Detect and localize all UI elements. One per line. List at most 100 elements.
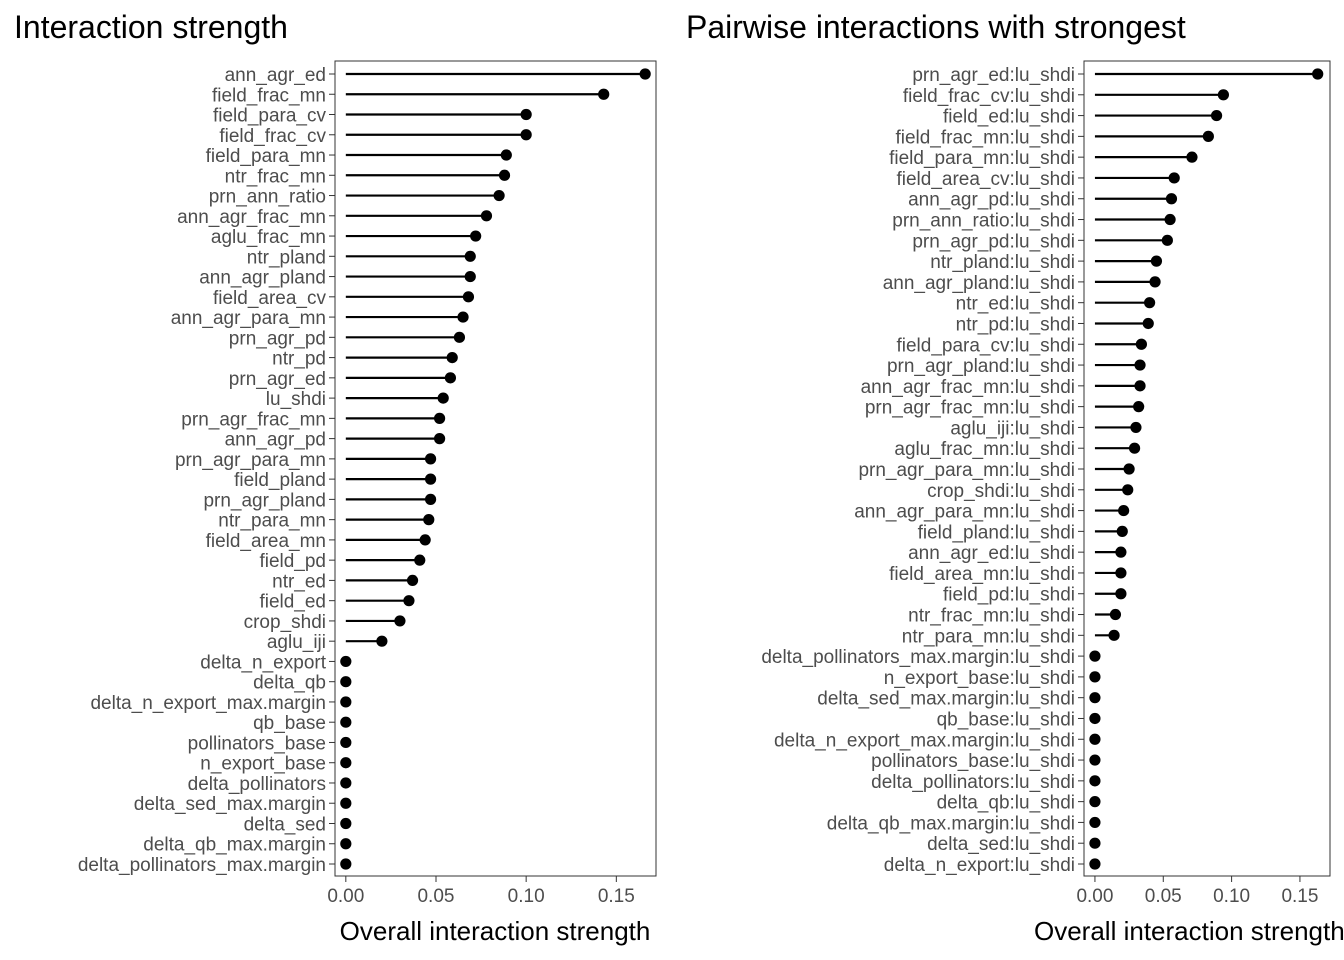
x-tick-label: 0.05	[1145, 886, 1182, 907]
lollipop-point	[1142, 317, 1154, 330]
category-label: ntr_pland	[247, 247, 326, 268]
lollipop-point	[1161, 234, 1173, 246]
x-tick-label: 0.15	[598, 886, 635, 907]
lollipop-point	[493, 189, 505, 202]
category-label: delta_sed:lu_shdi	[927, 834, 1075, 855]
category-label: field_area_mn:lu_shdi	[889, 564, 1075, 585]
category-label: ntr_para_mn:lu_shdi	[902, 626, 1075, 647]
lollipop-point	[1135, 338, 1147, 350]
lollipop-point	[457, 311, 469, 323]
category-label: ntr_ed:lu_shdi	[956, 294, 1075, 315]
lollipop-point	[520, 129, 532, 141]
category-label: aglu_iji	[267, 632, 326, 653]
lollipop-point	[403, 595, 415, 607]
category-label: prn_agr_frac_mn:lu_shdi	[865, 398, 1075, 419]
category-label: prn_agr_pd	[229, 328, 326, 349]
lollipop-point	[340, 736, 352, 749]
right-title: Pairwise interactions with strongest	[686, 9, 1186, 45]
category-label: aglu_frac_mn:lu_shdi	[894, 439, 1075, 460]
category-label: delta_n_export_max.margin:lu_shdi	[774, 730, 1075, 751]
lollipop-point	[414, 554, 426, 566]
lollipop-point	[1089, 816, 1101, 829]
lollipop-point	[1164, 213, 1176, 226]
lollipop-point	[424, 473, 437, 485]
category-label: ntr_pd	[272, 349, 326, 370]
lollipop-point	[1109, 608, 1122, 621]
lollipop-point	[1217, 89, 1229, 101]
category-label: delta_pollinators:lu_shdi	[871, 772, 1075, 793]
right-marks	[1089, 68, 1324, 870]
lollipop-point	[1168, 172, 1180, 184]
category-label: delta_n_export	[200, 652, 326, 673]
category-label: field_para_mn	[206, 146, 326, 167]
lollipop-point	[1116, 525, 1128, 537]
category-label: field_area_mn	[206, 531, 326, 552]
lollipop-point	[498, 169, 511, 181]
lollipop-point	[340, 777, 352, 789]
lollipop-point	[500, 149, 512, 161]
category-label: qb_base:lu_shdi	[937, 709, 1075, 730]
category-label: prn_agr_frac_mn	[181, 409, 326, 430]
category-label: aglu_frac_mn	[211, 227, 326, 248]
lollipop-point	[1130, 421, 1142, 434]
lollipop-point	[1133, 401, 1145, 413]
category-label: ann_agr_pland	[199, 268, 326, 289]
lollipop-point	[1144, 297, 1156, 309]
category-label: n_export_base	[200, 754, 326, 775]
lollipop-point	[1123, 463, 1135, 475]
category-label: prn_agr_ed:lu_shdi	[912, 65, 1075, 86]
category-label: delta_n_export:lu_shdi	[884, 855, 1075, 876]
category-label: field_frac_mn:lu_shdi	[895, 127, 1075, 148]
right-x-ticks: 0.00 0.05 0.10 0.15	[1076, 876, 1318, 907]
lollipop-point	[340, 838, 352, 850]
left-marks	[340, 68, 651, 870]
lollipop-point	[1134, 380, 1146, 392]
category-label: ann_agr_ed	[225, 65, 326, 86]
category-label: field_para_cv:lu_shdi	[896, 335, 1075, 356]
category-label: field_para_mn:lu_shdi	[889, 148, 1075, 169]
lollipop-point	[394, 615, 406, 627]
lollipop-point	[1089, 858, 1101, 870]
category-label: ann_agr_frac_mn	[177, 207, 326, 228]
lollipop-point	[1165, 193, 1178, 205]
category-label: prn_agr_pland:lu_shdi	[887, 356, 1075, 377]
category-label: ntr_frac_mn	[225, 166, 326, 187]
category-label: ann_agr_pland:lu_shdi	[883, 273, 1075, 294]
lollipop-point	[424, 493, 437, 505]
category-label: crop_shdi:lu_shdi	[927, 481, 1075, 502]
lollipop-point	[340, 797, 352, 809]
category-label: field_frac_mn	[212, 85, 326, 106]
category-label: prn_agr_para_mn	[175, 450, 326, 471]
lollipop-point	[340, 676, 352, 688]
category-label: field_ed	[259, 592, 326, 613]
category-label: delta_pollinators_max.margin	[78, 855, 326, 876]
lollipop-point	[1118, 504, 1130, 517]
lollipop-point	[1089, 733, 1101, 745]
category-label: qb_base	[253, 713, 326, 734]
lollipop-point	[419, 534, 431, 546]
category-label: delta_pollinators	[188, 774, 326, 795]
lollipop-point	[1149, 276, 1161, 288]
category-label: field_area_cv	[213, 288, 327, 309]
lollipop-point	[1089, 671, 1101, 683]
x-tick-label: 0.10	[508, 886, 545, 907]
lollipop-point	[437, 392, 449, 404]
category-label: delta_qb_max.margin	[143, 835, 326, 856]
category-label: ann_agr_para_mn:lu_shdi	[854, 502, 1075, 523]
lollipop-point	[1128, 442, 1141, 454]
category-label: ntr_para_mn	[218, 511, 326, 532]
lollipop-point	[1210, 109, 1223, 122]
lollipop-point	[406, 574, 419, 587]
lollipop-point	[1115, 567, 1127, 579]
lollipop-point	[433, 412, 446, 424]
lollipop-point	[1089, 796, 1101, 808]
lollipop-point	[433, 433, 446, 445]
category-label: n_export_base:lu_shdi	[884, 668, 1075, 689]
lollipop-point	[598, 88, 610, 100]
category-label: delta_qb:lu_shdi	[937, 793, 1075, 814]
category-label: field_frac_cv:lu_shdi	[903, 86, 1075, 107]
category-label: ann_agr_pd	[225, 430, 326, 451]
category-label: lu_shdi	[266, 389, 326, 410]
left-title: Interaction strength	[14, 9, 288, 45]
